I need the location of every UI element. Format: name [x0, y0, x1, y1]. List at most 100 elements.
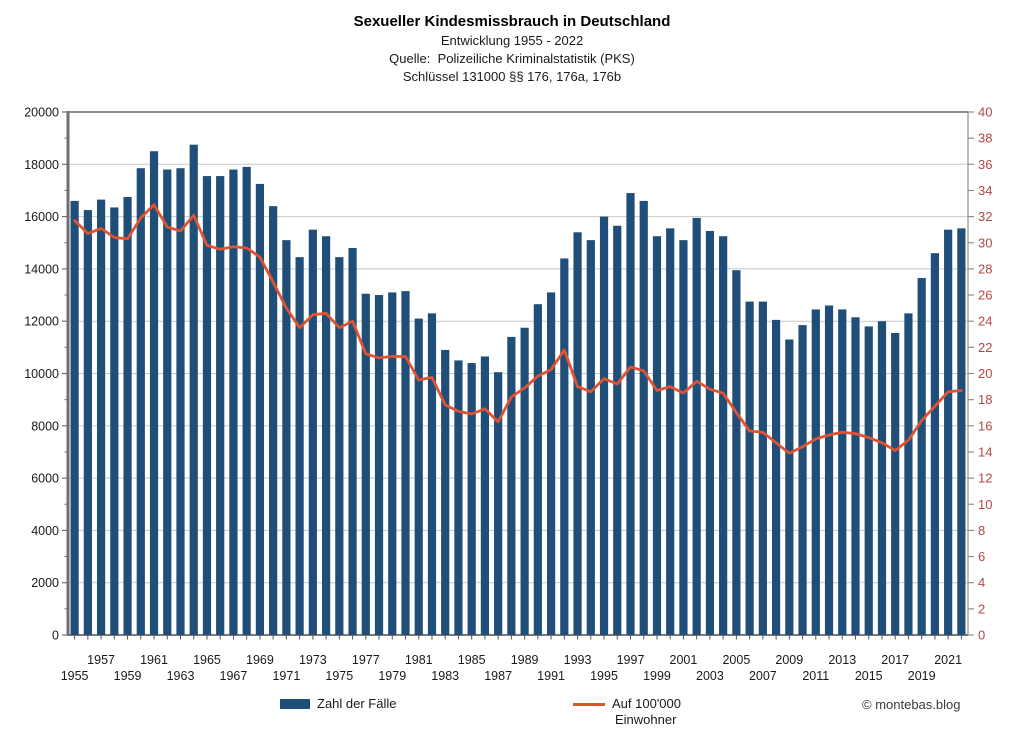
- chart-title: Sexueller Kindesmissbrauch in Deutschlan…: [353, 13, 671, 30]
- right-axis-label-16: 16: [978, 418, 992, 433]
- right-axis-label-26: 26: [978, 288, 992, 303]
- bar-1995: [599, 216, 609, 635]
- bar-1965: [202, 176, 212, 635]
- left-axis-label-8000: 8000: [31, 419, 59, 433]
- left-axis-label-16000: 16000: [24, 210, 59, 224]
- bar-2006: [745, 301, 754, 635]
- rate-line: [73, 203, 963, 455]
- bar-2020: [930, 253, 940, 635]
- x-label-1995: 1995: [590, 669, 618, 683]
- bar-1993: [573, 232, 582, 636]
- x-label-1973: 1973: [299, 653, 327, 667]
- bar-2011: [811, 309, 820, 635]
- chart-subtitle-key: Schlüssel 131000 §§ 176, 176a, 176b: [402, 69, 622, 84]
- x-label-1983: 1983: [431, 669, 459, 683]
- x-label-2017: 2017: [881, 653, 909, 667]
- x-label-2015: 2015: [855, 669, 883, 683]
- right-axis-label-18: 18: [978, 392, 992, 407]
- bar-1979: [388, 292, 397, 635]
- bar-2016: [877, 321, 887, 635]
- bar-2012: [824, 305, 834, 635]
- x-label-2001: 2001: [670, 653, 698, 667]
- bar-2019: [917, 278, 926, 635]
- bar-1982: [427, 313, 437, 635]
- x-label-1959: 1959: [114, 669, 142, 683]
- bar-1988: [507, 336, 516, 635]
- right-axis-label-12: 12: [978, 471, 992, 486]
- bar-1973: [308, 229, 317, 636]
- x-label-1961: 1961: [140, 653, 168, 667]
- bar-1967: [229, 169, 238, 635]
- left-axis-label-18000: 18000: [24, 158, 59, 172]
- legend-line-label: Auf 100'000 Einwohner: [612, 696, 681, 727]
- x-label-1975: 1975: [325, 669, 353, 683]
- bar-2013: [838, 309, 847, 635]
- right-axis-label-4: 4: [978, 575, 985, 590]
- legend-item-rate: Auf 100'000 Einwohner: [573, 696, 681, 728]
- left-axis-label-20000: 20000: [24, 106, 59, 120]
- x-label-1979: 1979: [378, 669, 406, 683]
- bar-1987: [494, 372, 503, 635]
- bar-1964: [189, 144, 198, 635]
- bar-2000: [666, 228, 675, 635]
- right-axis-label-0: 0: [978, 628, 985, 643]
- bar-1958: [110, 207, 119, 635]
- bar-2021: [944, 229, 953, 636]
- chart-subtitle-source: Quelle: Polizeiliche Kriminalstatistik (…: [389, 51, 635, 66]
- bar-1980: [401, 291, 410, 635]
- x-label-1971: 1971: [272, 669, 300, 683]
- bar-1977: [361, 293, 370, 635]
- bar-2003: [705, 230, 715, 636]
- bar-1971: [282, 240, 291, 635]
- bar-2005: [732, 270, 741, 635]
- right-axis-label-2: 2: [978, 601, 985, 616]
- legend-bar-label: Zahl der Fälle: [317, 696, 397, 711]
- right-axis-label-20: 20: [978, 366, 992, 381]
- legend-bar-swatch: [280, 699, 310, 709]
- bar-1978: [374, 295, 384, 635]
- x-label-2019: 2019: [908, 669, 936, 683]
- bar-2010: [798, 325, 807, 635]
- bar-1970: [269, 206, 278, 635]
- x-label-1981: 1981: [405, 653, 433, 667]
- bar-1984: [454, 360, 463, 635]
- bar-1962: [163, 169, 172, 635]
- bar-1966: [216, 176, 225, 635]
- x-label-1977: 1977: [352, 653, 380, 667]
- bar-2004: [719, 236, 728, 635]
- x-label-2009: 2009: [775, 653, 803, 667]
- legend-line-swatch: [573, 703, 605, 706]
- bar-1956: [83, 210, 92, 635]
- right-axis-label-32: 32: [978, 209, 992, 224]
- bar-2017: [891, 332, 900, 635]
- bar-1968: [242, 166, 251, 636]
- bar-1990: [533, 304, 542, 635]
- x-label-1997: 1997: [617, 653, 645, 667]
- left-axis-label-2000: 2000: [31, 576, 59, 590]
- x-label-1993: 1993: [564, 653, 592, 667]
- right-axis-label-36: 36: [978, 157, 992, 172]
- bar-1969: [255, 183, 265, 635]
- bar-1974: [321, 236, 331, 635]
- bar-1981: [414, 318, 423, 635]
- x-label-1965: 1965: [193, 653, 221, 667]
- x-label-1999: 1999: [643, 669, 671, 683]
- legend-item-cases: Zahl der Fälle: [280, 696, 396, 711]
- left-axis-label-4000: 4000: [31, 524, 59, 538]
- x-label-2003: 2003: [696, 669, 724, 683]
- x-label-1991: 1991: [537, 669, 565, 683]
- right-axis-label-28: 28: [978, 261, 992, 276]
- left-axis-label-12000: 12000: [24, 315, 59, 329]
- bar-1997: [626, 193, 635, 635]
- right-axis-label-6: 6: [978, 549, 985, 564]
- bar-1972: [295, 257, 304, 635]
- x-label-1957: 1957: [87, 653, 115, 667]
- x-label-2005: 2005: [722, 653, 750, 667]
- bar-2009: [785, 339, 794, 635]
- bar-1963: [176, 168, 185, 635]
- chart-subtitle-period: Entwicklung 1955 - 2022: [440, 33, 584, 48]
- bar-1960: [136, 168, 145, 635]
- x-label-1967: 1967: [220, 669, 248, 683]
- bar-1991: [546, 292, 556, 635]
